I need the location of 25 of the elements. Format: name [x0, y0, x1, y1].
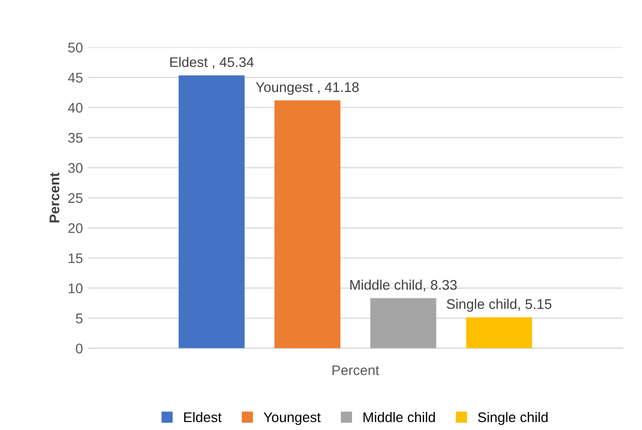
data-label: Eldest , 45.34 [170, 56, 254, 69]
y-tick-label: 15 [68, 253, 83, 264]
y-tick-label: 25 [68, 193, 83, 203]
x-axis-title: Percent [332, 365, 380, 376]
legend-label: Eldest [184, 412, 222, 422]
y-tick-label: 50 [68, 42, 83, 52]
legend-label: Single child [478, 412, 548, 425]
y-tick-label: 30 [68, 163, 83, 173]
y-tick-label: 45 [68, 72, 83, 83]
bar [274, 100, 340, 348]
legend-label: Middle child [364, 412, 435, 422]
y-tick-label: 10 [68, 283, 83, 294]
y-axis-title: Percent [50, 172, 60, 222]
y-tick-label: 35 [68, 132, 83, 143]
y-tick-label: 0 [76, 344, 83, 354]
bar [466, 317, 532, 348]
bar [370, 298, 436, 348]
y-tick-label: 5 [76, 314, 83, 324]
data-label: Youngest , 41.18 [256, 82, 359, 95]
data-label: Single child, 5.15 [446, 298, 552, 312]
y-tick-label: 20 [68, 223, 83, 234]
data-label: Middle child, 8.33 [350, 280, 457, 292]
bar [178, 75, 245, 348]
legend-label: Youngest [264, 412, 321, 425]
y-tick-label: 40 [68, 102, 83, 113]
